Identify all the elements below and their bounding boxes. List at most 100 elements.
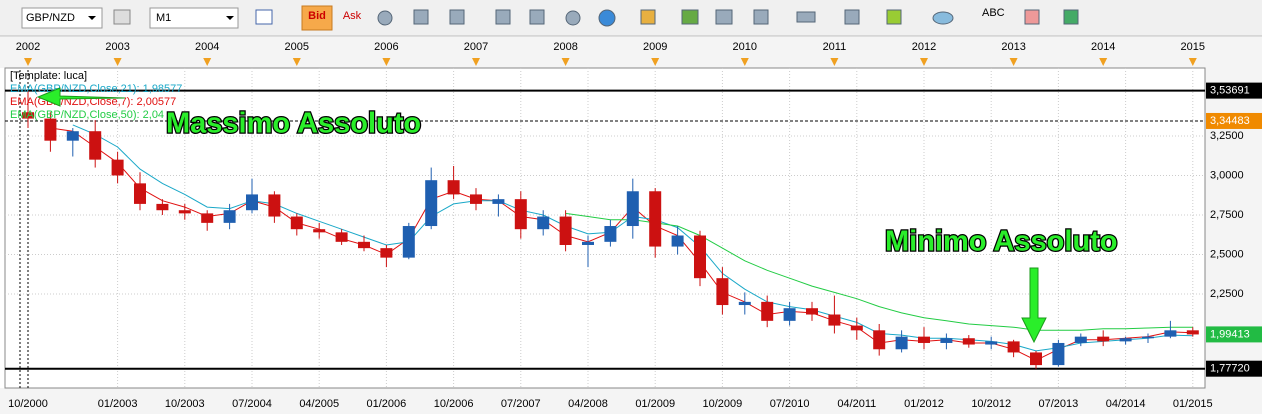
price-tag-label: 1,99413 bbox=[1210, 328, 1250, 340]
price-tag-label: 1,77720 bbox=[1210, 363, 1250, 375]
candle-body bbox=[134, 183, 146, 204]
candle-body bbox=[694, 235, 706, 279]
candle-body bbox=[335, 232, 348, 242]
year-label: 2002 bbox=[16, 41, 40, 53]
y-tick-label: 2,5000 bbox=[1210, 248, 1244, 260]
symbol-select[interactable] bbox=[21, 7, 103, 29]
x-tick-label: 10/2009 bbox=[703, 398, 743, 410]
candle-body bbox=[783, 308, 796, 321]
candle-body bbox=[738, 301, 751, 306]
candle-body bbox=[761, 301, 774, 321]
x-tick-label: 07/2007 bbox=[501, 398, 541, 410]
x-tick-label: 07/2010 bbox=[770, 398, 810, 410]
price-tag-label: 3,34483 bbox=[1210, 115, 1250, 127]
x-tick-label: 10/2000 bbox=[8, 398, 48, 410]
tool-icon[interactable] bbox=[113, 9, 131, 25]
year-label: 2014 bbox=[1091, 41, 1115, 53]
candle-body bbox=[604, 226, 617, 242]
candle-body bbox=[671, 235, 684, 247]
symbol: GBP/NZD bbox=[26, 12, 75, 24]
abc-icon[interactable]: ABC bbox=[982, 7, 1005, 19]
x-tick-label: 04/2005 bbox=[299, 398, 339, 410]
candle-body bbox=[246, 194, 258, 211]
timeframe-select[interactable] bbox=[149, 7, 239, 29]
tool-icon[interactable] bbox=[255, 9, 273, 25]
year-label: 2003 bbox=[105, 41, 129, 53]
ask-label: Ask bbox=[343, 10, 362, 22]
price-tag bbox=[1206, 360, 1262, 377]
price-tag-label: 3,53691 bbox=[1210, 85, 1250, 97]
candle-body bbox=[290, 216, 303, 230]
year-label: 2011 bbox=[823, 41, 847, 53]
x-tick-label: 01/2006 bbox=[367, 398, 407, 410]
annotation: Minimo Assoluto bbox=[885, 226, 1118, 258]
timeframe: M1 bbox=[156, 12, 171, 24]
bid-button[interactable] bbox=[301, 5, 333, 31]
year-label: 2006 bbox=[374, 41, 398, 53]
candle-body bbox=[1186, 330, 1199, 335]
candle-body bbox=[66, 131, 79, 141]
year-label: 2009 bbox=[643, 41, 667, 53]
toolbar-icons[interactable] bbox=[377, 9, 1079, 27]
year-marker bbox=[203, 58, 212, 66]
candle-body bbox=[1074, 336, 1087, 343]
x-tick-label: 04/2014 bbox=[1106, 398, 1146, 410]
price-tag bbox=[1206, 326, 1262, 343]
candle-body bbox=[268, 194, 281, 217]
year-marker bbox=[1099, 58, 1108, 66]
y-tick-label: 2,7500 bbox=[1210, 209, 1244, 221]
year-label: 2007 bbox=[464, 41, 488, 53]
year-marker bbox=[830, 58, 839, 66]
candle-body bbox=[178, 210, 191, 214]
x-tick-label: 01/2012 bbox=[904, 398, 944, 410]
candle-body bbox=[514, 199, 527, 230]
candle-body bbox=[985, 341, 998, 345]
x-tick-label: 07/2004 bbox=[232, 398, 272, 410]
candle-body bbox=[918, 336, 930, 343]
candle-body bbox=[850, 325, 863, 331]
ask-button[interactable] bbox=[338, 6, 368, 30]
candle-body bbox=[44, 118, 57, 141]
annotation: Massimo Assoluto bbox=[166, 108, 421, 140]
year-label: 2008 bbox=[553, 41, 577, 53]
candle-body bbox=[1164, 330, 1177, 337]
candle-body bbox=[962, 338, 975, 345]
candle-body bbox=[447, 180, 460, 195]
candle-body bbox=[22, 112, 34, 119]
year-label: 2005 bbox=[285, 41, 309, 53]
year-marker bbox=[382, 58, 391, 66]
x-tick-label: 01/2003 bbox=[98, 398, 138, 410]
x-tick-label: 10/2006 bbox=[434, 398, 474, 410]
candle-body bbox=[492, 199, 505, 204]
year-marker bbox=[24, 58, 32, 66]
candle-body bbox=[806, 308, 818, 315]
candle-body bbox=[828, 314, 841, 326]
year-marker bbox=[740, 58, 749, 66]
bid-label: Bid bbox=[308, 10, 326, 22]
year-marker bbox=[1188, 58, 1197, 66]
y-tick-label: 3,0000 bbox=[1210, 169, 1244, 181]
candle-body bbox=[89, 131, 102, 160]
year-marker bbox=[651, 58, 660, 66]
year-marker bbox=[292, 58, 301, 66]
top-axis bbox=[0, 37, 1262, 68]
candle-body bbox=[380, 248, 393, 258]
year-marker bbox=[561, 58, 570, 66]
candle-body bbox=[895, 336, 908, 350]
year-label: 2010 bbox=[733, 41, 757, 53]
candle-body bbox=[313, 229, 326, 233]
legend-ema50: EMA(GBP/NZD,Close,50): 2,04 bbox=[10, 109, 164, 121]
year-marker bbox=[472, 58, 480, 66]
year-marker bbox=[920, 58, 928, 66]
candle-body bbox=[223, 210, 236, 223]
candle-body bbox=[1052, 342, 1065, 366]
candle-body bbox=[156, 203, 169, 211]
candle-body bbox=[537, 216, 550, 230]
year-label: 2004 bbox=[195, 41, 219, 53]
legend-ema21: EMA(GBP/NZD,Close,21): 1,98577 bbox=[10, 83, 182, 95]
x-tick-label: 04/2008 bbox=[568, 398, 608, 410]
candle-body bbox=[1030, 352, 1042, 366]
candle-body bbox=[1119, 338, 1132, 342]
x-tick-label: 01/2015 bbox=[1173, 398, 1213, 410]
